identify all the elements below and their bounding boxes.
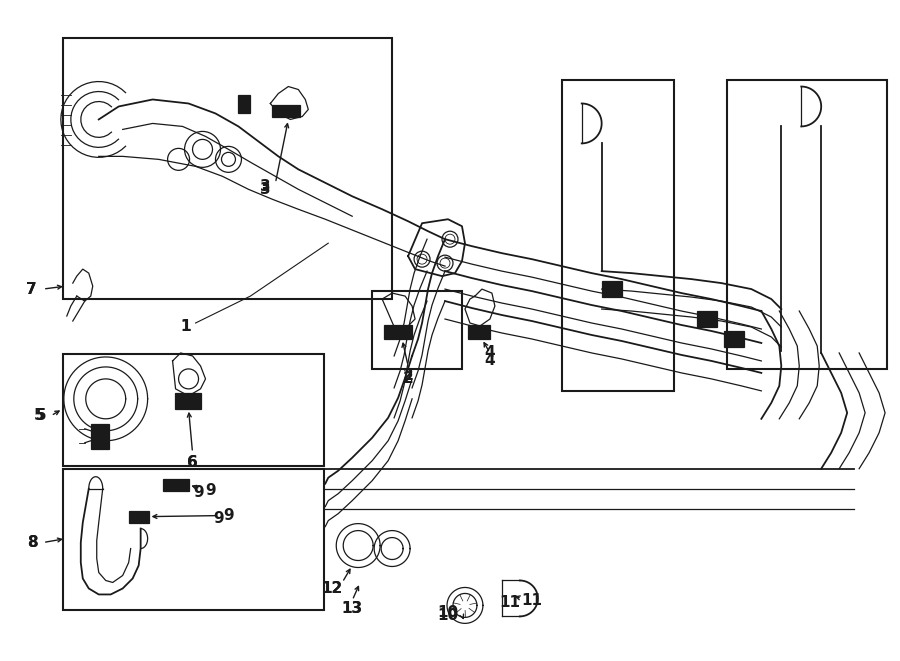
Text: 9: 9 [205,483,216,498]
Bar [724,331,744,347]
Text: 1: 1 [180,319,191,334]
Text: 2: 2 [402,371,413,387]
Text: 9: 9 [194,485,203,500]
Text: 4: 4 [484,354,495,368]
Text: 10: 10 [437,608,459,623]
Bar [562,79,673,391]
Text: 13: 13 [342,601,363,616]
Bar [91,424,109,449]
Bar [63,469,324,610]
Text: 11: 11 [500,595,520,610]
Text: 11: 11 [521,593,543,608]
Text: 8: 8 [28,535,38,550]
Text: 10: 10 [437,605,459,620]
Text: 3: 3 [260,179,271,194]
Bar [602,281,622,297]
Text: 12: 12 [321,581,343,596]
Bar [727,79,887,369]
Text: 6: 6 [187,455,198,470]
Text: 3: 3 [260,182,271,197]
Bar [175,393,201,409]
Text: 9: 9 [213,511,224,526]
Text: 7: 7 [25,282,36,297]
Bar [273,106,301,118]
Text: 9: 9 [223,508,234,523]
Text: 5: 5 [35,408,46,423]
Bar [238,95,250,114]
Text: 7: 7 [25,282,36,297]
Bar [468,325,490,339]
Text: 12: 12 [321,581,343,596]
Text: 8: 8 [28,535,38,550]
Bar [698,311,717,327]
Bar [384,325,412,339]
Bar [63,38,392,299]
Bar [129,510,148,523]
Text: 6: 6 [187,455,198,470]
Text: 2: 2 [402,368,413,383]
Text: 4: 4 [484,346,495,360]
Text: 13: 13 [342,601,363,616]
Bar [63,354,324,466]
Text: 1: 1 [180,319,191,334]
Text: 5: 5 [33,408,44,423]
Bar [373,291,462,369]
Bar [163,479,189,490]
